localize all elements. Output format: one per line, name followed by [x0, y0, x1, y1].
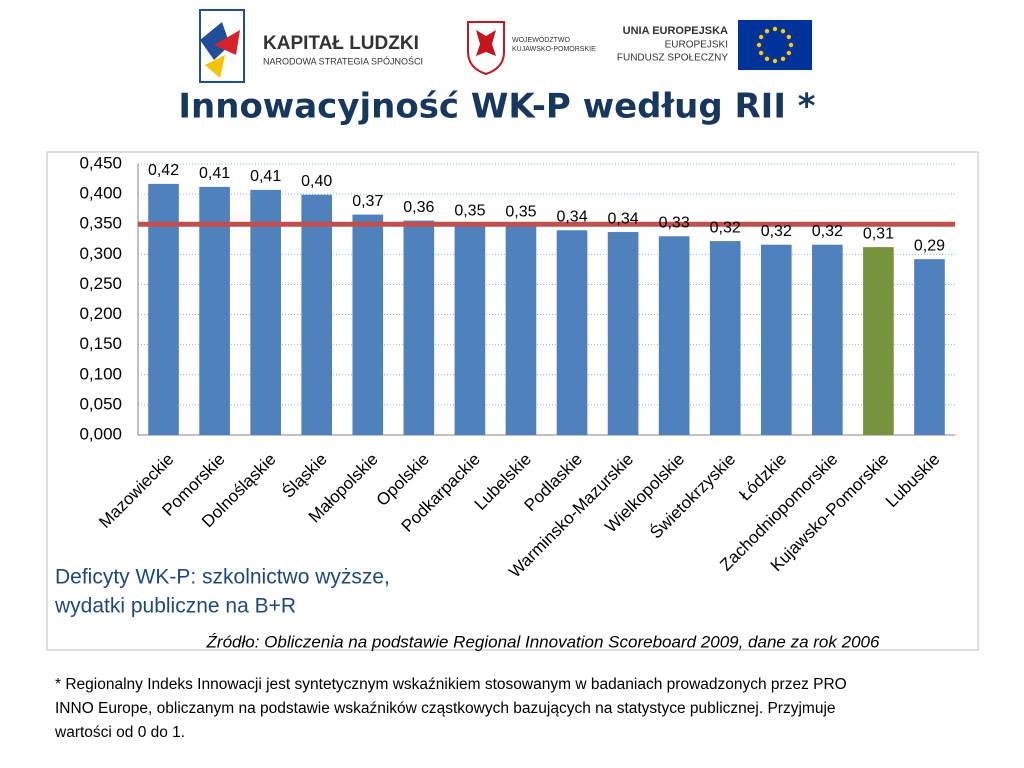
logo-text: UNIA EUROPEJSKA — [623, 25, 728, 37]
eu-star — [788, 42, 794, 48]
value-label: 0,34 — [608, 210, 639, 227]
coat-of-arms-eagle — [476, 30, 496, 56]
footnote-line: INNO Europe, obliczanym na podstawie wsk… — [55, 700, 836, 717]
value-label: 0,32 — [761, 223, 792, 240]
value-label: 0,32 — [812, 223, 843, 240]
y-tick-label: 0,450 — [79, 153, 122, 172]
y-tick-label: 0,100 — [79, 364, 122, 383]
logo-shape — [205, 55, 225, 78]
bar — [658, 236, 690, 435]
annotation: Deficyty WK-P: szkolnictwo wyższe, wydatk… — [54, 566, 390, 618]
eu-star — [780, 56, 786, 62]
value-label: 0,35 — [454, 202, 485, 219]
logo-wojewodztwo: WOJEWÓDZTWO KUJAWSKO-POMORSKIE — [467, 21, 596, 76]
value-label: 0,31 — [863, 225, 894, 242]
eu-star — [786, 34, 792, 40]
bar — [148, 183, 179, 435]
value-label: 0,36 — [403, 199, 434, 216]
y-tick-label: 0,400 — [79, 184, 122, 203]
eu-star — [756, 42, 762, 48]
logo-kapital-ludzki: KAPITAŁ LUDZKI NARODOWA STRATEGIA SPÓJNO… — [199, 9, 423, 83]
y-tick-label: 0,300 — [79, 244, 122, 263]
bar — [199, 186, 230, 435]
value-label: 0,37 — [352, 193, 383, 210]
logo-subtext: NARODOWA STRATEGIA SPÓJNOŚCI — [263, 55, 423, 66]
bar — [403, 220, 435, 435]
bar — [454, 224, 486, 435]
value-label: 0,32 — [710, 219, 741, 236]
bar — [863, 247, 894, 435]
eu-star — [786, 50, 792, 56]
annotation-line: Deficyty WK-P: szkolnictwo wyższe, — [55, 566, 390, 589]
footnote-line: * Regionalny Indeks Innowacji jest synte… — [55, 676, 847, 693]
footnote: * Regionalny Indeks Innowacji jest synte… — [54, 676, 847, 741]
value-label: 0,33 — [659, 214, 690, 231]
value-label: 0,35 — [505, 204, 536, 221]
bar — [709, 241, 741, 435]
bar — [760, 244, 792, 435]
source: Źródło: Obliczenia na podstawie Regional… — [206, 632, 880, 651]
y-tick-label: 0,150 — [79, 334, 122, 353]
bar — [812, 244, 843, 435]
y-tick-label: 0,200 — [79, 304, 122, 323]
value-label: 0,29 — [914, 237, 945, 254]
bar — [556, 230, 588, 435]
bar — [914, 259, 945, 435]
bar — [607, 232, 639, 435]
logo-text: KUJAWSKO-POMORSKIE — [512, 46, 596, 53]
logo-text: KAPITAŁ LUDZKI — [263, 33, 419, 54]
logo-shape — [214, 30, 240, 55]
y-tick-label: 0,000 — [79, 424, 122, 443]
logo-text: WOJEWÓDZTWO — [512, 35, 570, 44]
eu-star — [758, 50, 764, 56]
value-label: 0,34 — [556, 208, 587, 225]
footnote-line: wartości od 0 do 1. — [54, 724, 185, 741]
eu-star — [780, 28, 786, 34]
eu-star — [764, 28, 770, 34]
bar — [301, 194, 333, 435]
value-label: 0,41 — [199, 165, 230, 182]
y-tick-label: 0,250 — [79, 274, 122, 293]
logo-text: EUROPEJSKI — [665, 40, 728, 51]
value-label: 0,40 — [301, 173, 332, 190]
logo-text: FUNDUSZ SPOŁECZNY — [617, 53, 728, 64]
y-tick-label: 0,050 — [79, 394, 122, 413]
bar — [505, 225, 537, 435]
eu-star — [758, 34, 764, 40]
eu-star — [772, 58, 778, 64]
bar — [352, 214, 384, 435]
slide-title: Innowacyjność WK-P według RII * — [178, 87, 815, 127]
logo-shape — [200, 22, 230, 60]
eu-stars — [756, 26, 794, 64]
y-tick-label: 0,350 — [79, 214, 122, 233]
eu-star — [772, 26, 778, 32]
bar — [250, 189, 281, 435]
logo-ue: UNIA EUROPEJSKA EUROPEJSKI FUNDUSZ SPOŁE… — [617, 20, 812, 70]
annotation-line: wydatki publiczne na B+R — [54, 595, 296, 618]
value-label: 0,42 — [148, 162, 179, 179]
eu-star — [764, 56, 770, 62]
value-label: 0,41 — [250, 168, 281, 185]
